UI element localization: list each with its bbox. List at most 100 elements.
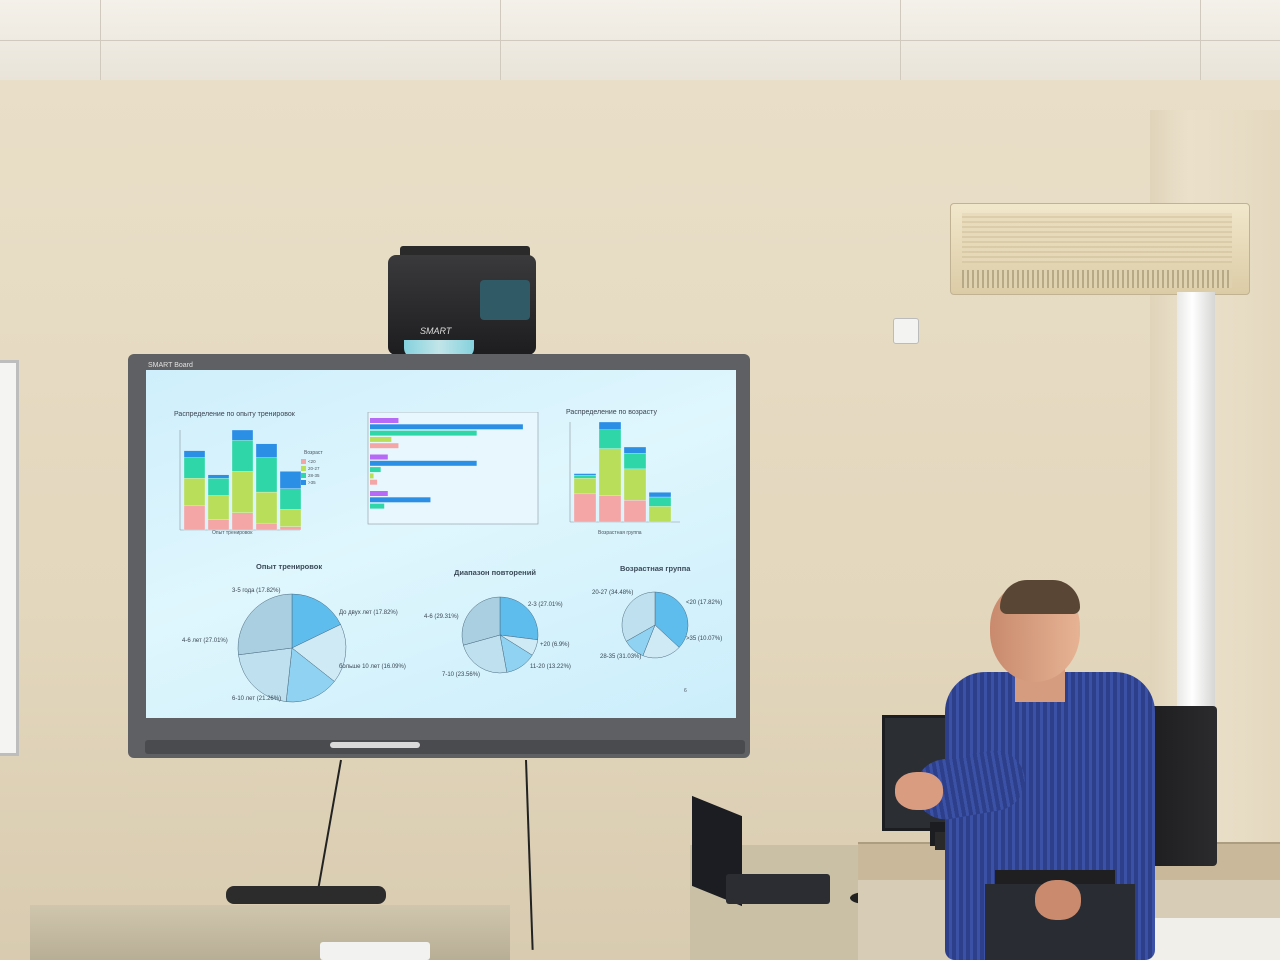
pie3-label-3: >35 (10.07%) [686, 636, 723, 642]
bar-segment [183, 457, 206, 479]
hbar [370, 418, 399, 423]
bar-segment [207, 519, 230, 531]
legend-label: >35 [308, 480, 316, 485]
pie2-svg [461, 596, 539, 674]
bar-segment [255, 443, 278, 458]
power-strip [320, 942, 430, 960]
chart1-legend: <20 20-27 28-35 >35 [301, 458, 320, 486]
pie-slice [621, 591, 656, 642]
pie1-label-5: 4-6 лет (27.01%) [182, 638, 228, 644]
bar-segment [231, 429, 254, 441]
projected-slide: Распределение по опыту тренировок Опыт т… [146, 370, 736, 718]
bar-segment [255, 491, 278, 524]
hbar [370, 503, 385, 509]
chart1-title: Распределение по опыту тренировок [174, 411, 295, 418]
desk [30, 905, 510, 960]
bar-segment [573, 478, 597, 495]
hbar [370, 497, 431, 503]
desk [1140, 918, 1280, 960]
pie2-label-1: 2-3 (27.01%) [528, 602, 563, 608]
chart1-xlabel: Опыт тренировок [212, 530, 253, 536]
bar-segment [279, 509, 302, 527]
legend-item: >35 [301, 479, 320, 486]
hbar [370, 436, 392, 442]
chart3-xlabel: Возрастная группа [598, 530, 642, 536]
pie3-label-2: <20 (17.82%) [686, 600, 723, 606]
hbar [370, 454, 388, 460]
legend-swatch [301, 480, 306, 485]
slide-page-number: 6 [684, 688, 687, 694]
pie1-label-3: больше 10 лет (16.09%) [339, 664, 406, 670]
chart1-svg [179, 429, 302, 531]
presenter-hand [895, 772, 943, 810]
pie-slice [291, 593, 341, 649]
pie3-title: Возрастная группа [620, 564, 691, 573]
bar-segment [573, 473, 597, 476]
pie-slice [291, 624, 347, 682]
bar-segment [623, 453, 647, 470]
bar-segment [279, 488, 302, 510]
bar-segment [279, 526, 302, 531]
pie1-svg [237, 593, 347, 703]
bar-segment [207, 495, 230, 520]
bar-segment [231, 512, 254, 531]
hbar [370, 443, 399, 449]
projector-logo: SMART [420, 326, 452, 336]
legend-item: <20 [301, 458, 320, 465]
pie2-label-5: 7-10 (23.56%) [442, 672, 481, 678]
pie3-label-4: 28-35 (31.03%) [600, 654, 642, 660]
pie2-title: Диапазон повторений [454, 568, 536, 577]
legend-swatch [301, 459, 306, 464]
board-pen-tray [145, 740, 745, 754]
bar-segment [207, 478, 230, 496]
bar-segment [183, 478, 206, 507]
legend-item: 20-27 [301, 465, 320, 472]
bar-segment [648, 496, 672, 507]
bar-segment [207, 474, 230, 479]
presenter-hair [1000, 580, 1080, 614]
pie1-title: Опыт тренировок [256, 562, 323, 571]
pie-slice [463, 634, 508, 674]
pie2-label-4: 11-20 (13.22%) [530, 664, 571, 670]
laptop [726, 874, 830, 904]
legend-label: 20-27 [308, 466, 320, 471]
hbar [370, 424, 523, 430]
pie-slice [461, 596, 501, 646]
board-pen [330, 742, 420, 748]
legend-label: <20 [308, 459, 316, 464]
hbar [370, 491, 388, 496]
bar-segment [623, 499, 647, 523]
chart3-title: Распределение по возрасту [566, 409, 657, 416]
pie-slice [499, 596, 539, 641]
pie3-svg [621, 591, 689, 659]
chart2-svg [367, 412, 539, 525]
legend-swatch [301, 473, 306, 478]
chair [226, 886, 386, 904]
wall-outlet [893, 318, 919, 344]
presenter-belt [995, 870, 1115, 884]
chart3-svg [569, 421, 680, 523]
bar-segment [648, 492, 672, 498]
presenter-hand [1035, 880, 1081, 920]
bar-segment [573, 493, 597, 523]
whiteboard-edge [0, 360, 19, 756]
ceiling [0, 0, 1280, 82]
bar-segment [255, 522, 278, 531]
pie-slice [238, 647, 293, 702]
hbar [370, 479, 378, 485]
legend-swatch [301, 466, 306, 471]
pie-slice [285, 647, 335, 703]
air-conditioner-vent [962, 270, 1232, 288]
projector-light [404, 340, 474, 358]
pie-slice [237, 593, 293, 656]
pie1-label-1: 3-5 года (17.82%) [232, 588, 281, 594]
pie-slice [654, 591, 689, 648]
hbar [370, 467, 381, 473]
chart1-legend-title: Возраст [304, 450, 323, 456]
bar-segment [623, 446, 647, 454]
bar-segment [279, 471, 302, 489]
pie3-label-1: 20-27 (34.48%) [592, 590, 634, 596]
legend-label: 28-35 [308, 473, 320, 478]
bar-segment [231, 471, 254, 513]
bar-segment [598, 448, 622, 496]
